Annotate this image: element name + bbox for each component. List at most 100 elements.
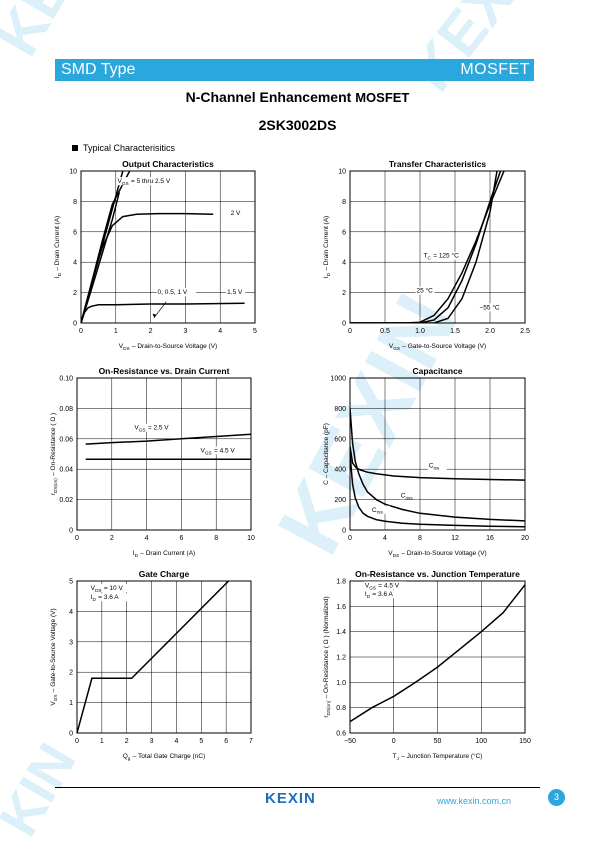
y-axis-label: VGS – Gate-to-Source Voltage (V) bbox=[50, 608, 58, 705]
bullet-square-icon bbox=[72, 145, 78, 151]
x-tick-label: 0 bbox=[75, 535, 79, 542]
series-line-4 bbox=[81, 212, 214, 323]
section-title: Typical Characterisitics bbox=[83, 143, 176, 153]
y-tick-label: 0 bbox=[69, 731, 73, 738]
annotation-bg bbox=[422, 251, 466, 260]
y-tick-label: 0.6 bbox=[336, 731, 346, 738]
annotation-label: ID = 3.6 A bbox=[91, 594, 120, 602]
x-tick-label: 0 bbox=[75, 738, 79, 745]
x-tick-label: 1 bbox=[100, 738, 104, 745]
x-tick-label: 10 bbox=[247, 535, 255, 542]
annotation-bg bbox=[478, 303, 501, 312]
annotation-bg bbox=[89, 584, 130, 593]
series-line-3 bbox=[350, 453, 525, 528]
x-tick-label: 5 bbox=[199, 738, 203, 745]
y-tick-label: 600 bbox=[334, 436, 346, 443]
x-tick-label: 20 bbox=[521, 535, 529, 542]
series-line-2 bbox=[81, 192, 121, 323]
annotation-bg bbox=[156, 288, 196, 297]
x-tick-label: 2.5 bbox=[520, 328, 530, 335]
series-line-1 bbox=[77, 581, 230, 733]
annotation-label: 25 °C bbox=[417, 287, 434, 295]
plot-frame bbox=[349, 170, 526, 324]
y-tick-label: 0.8 bbox=[336, 705, 346, 712]
chart-onres_temp: −50 0 50 100 150 0.6 0.8 1.0 1.2 1.4 1.6 1.8 On-Resi… bbox=[323, 569, 531, 761]
y-tick-label: 0.04 bbox=[59, 467, 73, 474]
y-tick-label: 3 bbox=[69, 639, 73, 646]
y-tick-label: 4 bbox=[73, 260, 77, 267]
x-tick-label: 100 bbox=[475, 738, 487, 745]
annotation-label: −55 °C bbox=[480, 303, 500, 311]
chart-gatecharge: 0 1 2 3 4 5 6 7 0 1 2 3 4 5 Gate Charge Qg – Total Gate… bbox=[50, 569, 253, 761]
header-left: SMD Type bbox=[61, 61, 136, 78]
y-tick-label: 0 bbox=[342, 528, 346, 535]
series-line-1 bbox=[350, 446, 525, 481]
x-tick-label: 4 bbox=[218, 328, 222, 335]
x-tick-label: 50 bbox=[434, 738, 442, 745]
title-main: N-Channel Enhancement bbox=[185, 89, 356, 105]
annotation-bg bbox=[399, 491, 419, 500]
chart-title: On-Resistance vs. Drain Current bbox=[99, 366, 230, 376]
y-tick-label: 1.4 bbox=[336, 629, 346, 636]
y-tick-label: 400 bbox=[334, 467, 346, 474]
y-tick-label: 1.2 bbox=[336, 655, 346, 662]
series-line-2 bbox=[350, 408, 525, 522]
chart-transfer: 0 0.5 1.0 1.5 2.0 2.5 0 2 4 6 8 10 Transfer Characte… bbox=[323, 159, 530, 351]
x-tick-label: 0 bbox=[392, 738, 396, 745]
annotation-bg bbox=[363, 590, 404, 599]
y-tick-label: 0.06 bbox=[59, 436, 73, 443]
arrow-line bbox=[153, 301, 167, 318]
y-tick-label: 10 bbox=[338, 169, 346, 176]
header-banner: SMD Type MOSFET bbox=[55, 59, 534, 81]
x-tick-label: 2.0 bbox=[485, 328, 495, 335]
x-tick-label: 0.5 bbox=[380, 328, 390, 335]
chart-title: Output Characteristics bbox=[122, 159, 214, 169]
y-tick-label: 0 bbox=[73, 321, 77, 328]
annotation-bg bbox=[363, 581, 407, 590]
y-axis-label: rDS(on) – On-Resistance ( Ω ) (Normalize… bbox=[323, 596, 331, 717]
plot-frame bbox=[76, 377, 252, 531]
chart-title: On-Resistance vs. Junction Temperature bbox=[355, 569, 520, 579]
annotation-label: 0, 0.5, 1 V bbox=[158, 289, 188, 296]
annotation-label: ID = 3.6 A bbox=[365, 591, 394, 599]
y-tick-label: 6 bbox=[73, 229, 77, 236]
x-tick-label: 2 bbox=[125, 738, 129, 745]
y-axis-label: C – Capacitance (pF) bbox=[323, 423, 330, 485]
y-tick-label: 2 bbox=[73, 290, 77, 297]
annotation-label: Crss bbox=[372, 507, 384, 515]
y-tick-label: 1.0 bbox=[336, 680, 346, 687]
y-axis-label: ID – Drain Current (A) bbox=[54, 216, 62, 278]
plot-frame bbox=[349, 580, 526, 734]
annotation-label: 1.5 V bbox=[227, 289, 243, 296]
y-tick-label: 0.02 bbox=[59, 497, 73, 504]
x-axis-label: Qg – Total Gate Charge (nC) bbox=[123, 753, 206, 761]
series-line-1 bbox=[85, 433, 251, 445]
x-tick-label: 16 bbox=[486, 535, 494, 542]
annotation-bg bbox=[199, 446, 243, 455]
footer-url[interactable]: www.kexin.com.cn bbox=[437, 796, 512, 806]
header-right: MOSFET bbox=[460, 61, 530, 78]
x-tick-label: −50 bbox=[344, 738, 356, 745]
y-tick-label: 8 bbox=[342, 199, 346, 206]
annotation-bg bbox=[370, 505, 390, 514]
y-tick-label: 10 bbox=[69, 169, 77, 176]
x-tick-label: 1.0 bbox=[415, 328, 425, 335]
annotation-bg bbox=[116, 177, 184, 186]
x-axis-label: ID – Drain Current (A) bbox=[133, 550, 195, 558]
y-tick-label: 0.08 bbox=[59, 406, 73, 413]
x-tick-label: 2 bbox=[110, 535, 114, 542]
y-tick-label: 1.6 bbox=[336, 604, 346, 611]
footer-logo: KEXIN bbox=[265, 790, 316, 807]
series-line-3 bbox=[350, 171, 498, 323]
part-number: 2SK3002DS bbox=[258, 117, 337, 133]
chart-title: Gate Charge bbox=[139, 569, 190, 579]
y-tick-label: 1.8 bbox=[336, 579, 346, 586]
y-tick-label: 800 bbox=[334, 406, 346, 413]
annotation-label: 2 V bbox=[231, 210, 241, 217]
y-tick-label: 8 bbox=[73, 199, 77, 206]
y-axis-label: ID – Drain Current (A) bbox=[323, 216, 331, 278]
x-tick-label: 12 bbox=[451, 535, 459, 542]
annotation-bg bbox=[89, 593, 130, 602]
annotation-label: VDS = 10 V bbox=[91, 585, 124, 593]
x-tick-label: 0 bbox=[348, 328, 352, 335]
